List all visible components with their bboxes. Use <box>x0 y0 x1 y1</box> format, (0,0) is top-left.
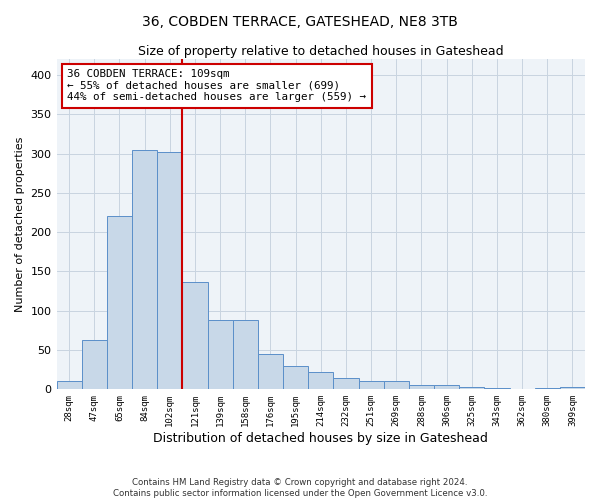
Text: Contains HM Land Registry data © Crown copyright and database right 2024.
Contai: Contains HM Land Registry data © Crown c… <box>113 478 487 498</box>
Bar <box>107 216 132 390</box>
Bar <box>182 282 208 390</box>
Bar <box>484 388 509 390</box>
X-axis label: Distribution of detached houses by size in Gateshead: Distribution of detached houses by size … <box>154 432 488 445</box>
Bar <box>157 152 182 390</box>
Bar <box>535 388 560 390</box>
Bar <box>459 387 484 390</box>
Bar <box>56 382 82 390</box>
Bar <box>383 382 409 390</box>
Bar <box>258 354 283 390</box>
Bar <box>509 388 535 390</box>
Text: 36 COBDEN TERRACE: 109sqm
← 55% of detached houses are smaller (699)
44% of semi: 36 COBDEN TERRACE: 109sqm ← 55% of detac… <box>67 69 366 102</box>
Bar <box>334 378 359 390</box>
Bar <box>233 320 258 390</box>
Bar <box>132 150 157 390</box>
Bar <box>409 386 434 390</box>
Title: Size of property relative to detached houses in Gateshead: Size of property relative to detached ho… <box>138 45 503 58</box>
Bar <box>560 387 585 390</box>
Bar <box>283 366 308 390</box>
Bar <box>208 320 233 390</box>
Bar <box>82 340 107 390</box>
Y-axis label: Number of detached properties: Number of detached properties <box>15 136 25 312</box>
Bar <box>308 372 334 390</box>
Bar <box>434 386 459 390</box>
Bar <box>359 380 383 390</box>
Text: 36, COBDEN TERRACE, GATESHEAD, NE8 3TB: 36, COBDEN TERRACE, GATESHEAD, NE8 3TB <box>142 15 458 29</box>
